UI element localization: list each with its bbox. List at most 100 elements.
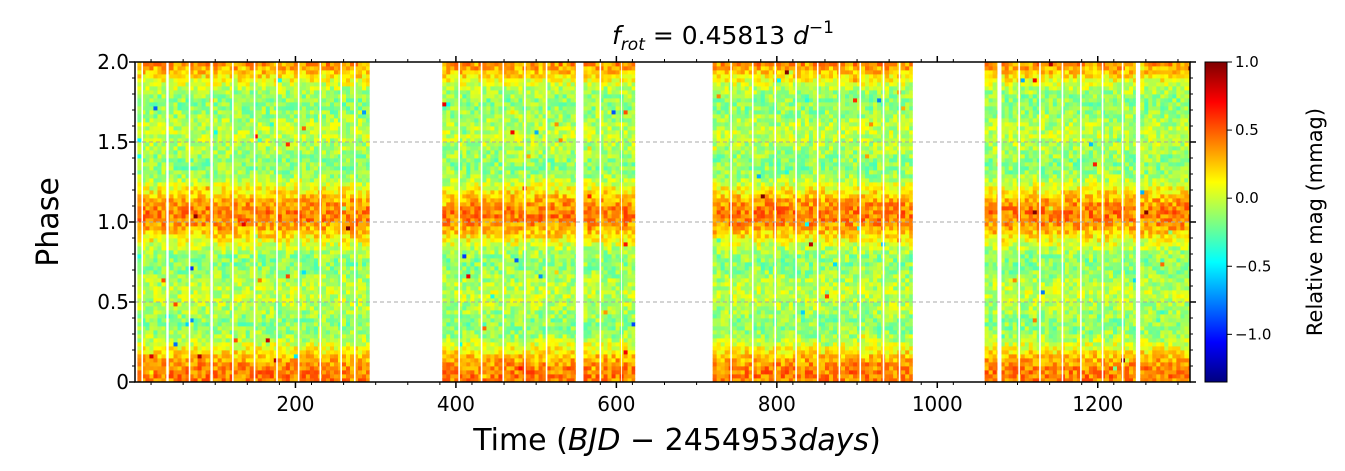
heatmap-cell	[241, 298, 247, 303]
heatmap-cell	[245, 270, 251, 275]
heatmap-cell	[366, 322, 370, 327]
heatmap-cell	[261, 218, 267, 223]
heatmap-cell	[450, 206, 455, 211]
heatmap-cell	[350, 146, 355, 151]
heatmap-cell	[189, 362, 194, 367]
heatmap-cell	[313, 294, 319, 299]
heatmap-cell	[354, 294, 359, 299]
heatmap-cell	[285, 246, 291, 251]
heatmap-cell	[229, 158, 235, 163]
heatmap-cell	[253, 86, 259, 91]
heatmap-cell	[285, 102, 291, 107]
heatmap-cell	[213, 354, 219, 359]
heatmap-cell	[346, 142, 351, 147]
heatmap-cell	[225, 66, 231, 71]
heatmap-cell	[245, 146, 251, 151]
heatmap-cell	[233, 310, 239, 315]
heatmap-cell	[193, 326, 198, 331]
heatmap-cell	[337, 370, 343, 375]
heatmap-cell	[309, 262, 315, 267]
heatmap-cell	[225, 238, 231, 243]
heatmap-cell	[181, 314, 186, 319]
heatmap-cell	[189, 218, 194, 223]
heatmap-cell	[265, 298, 271, 303]
heatmap-cell	[354, 150, 359, 155]
heatmap-cell	[333, 338, 339, 343]
heatmap-cell	[350, 210, 355, 215]
heatmap-cell	[281, 138, 287, 143]
heatmap-cell	[321, 258, 327, 263]
heatmap-cell	[362, 82, 367, 87]
heatmap-cell	[289, 182, 295, 187]
heatmap-cell	[193, 162, 198, 167]
heatmap-cell	[141, 322, 146, 327]
heatmap-cell	[325, 378, 331, 382]
heatmap-cell	[201, 266, 207, 271]
heatmap-cell	[309, 86, 315, 91]
heatmap-cell	[217, 378, 223, 382]
heatmap-cell	[261, 254, 267, 259]
heatmap-cell	[362, 118, 367, 123]
heatmap-cell	[329, 350, 335, 355]
heatmap-cell	[281, 66, 287, 71]
heatmap-cell	[141, 298, 146, 303]
heatmap-cell	[313, 330, 319, 335]
heatmap-cell	[145, 102, 150, 107]
heatmap-cell	[189, 266, 194, 271]
heatmap-cell	[325, 258, 331, 263]
heatmap-cell	[241, 62, 247, 67]
heatmap-cell	[450, 102, 455, 107]
heatmap-cell	[253, 174, 259, 179]
heatmap-cell	[193, 74, 198, 79]
heatmap-cell	[297, 338, 303, 343]
heatmap-cell	[153, 202, 158, 207]
heatmap-cell	[189, 282, 194, 287]
heatmap-cell	[193, 174, 198, 179]
heatmap-cell	[145, 362, 150, 367]
heatmap-cell	[337, 182, 343, 187]
heatmap-cell	[362, 298, 367, 303]
heatmap-cell	[333, 194, 339, 199]
heatmap-cell	[169, 194, 174, 199]
heatmap-cell	[337, 230, 343, 235]
heatmap-cell	[181, 190, 186, 195]
heatmap-cell	[193, 342, 198, 347]
heatmap-cell	[173, 86, 178, 91]
heatmap-cell	[346, 134, 351, 139]
heatmap-cell	[458, 266, 463, 271]
heatmap-cell	[245, 202, 251, 207]
heatmap-cell	[213, 314, 219, 319]
heatmap-cell	[354, 94, 359, 99]
heatmap-cell	[217, 278, 223, 283]
heatmap-cell	[269, 354, 275, 359]
heatmap-cell	[350, 106, 355, 111]
heatmap-cell	[237, 314, 243, 319]
heatmap-cell	[153, 318, 158, 323]
heatmap-cell	[301, 294, 307, 299]
heatmap-cell	[354, 142, 359, 147]
heatmap-cell	[285, 206, 291, 211]
heatmap-cell	[245, 170, 251, 175]
heatmap-cell	[233, 278, 239, 283]
heatmap-cell	[289, 150, 295, 155]
heatmap-cell	[297, 306, 303, 311]
heatmap-cell	[213, 358, 219, 363]
heatmap-cell	[281, 318, 287, 323]
heatmap-cell	[225, 170, 231, 175]
heatmap-cell	[281, 206, 287, 211]
heatmap-cell	[329, 342, 335, 347]
heatmap-cell	[197, 226, 202, 231]
heatmap-cell	[313, 78, 319, 83]
heatmap-cell	[261, 318, 267, 323]
heatmap-cell	[301, 362, 307, 367]
heatmap-cell	[205, 138, 211, 143]
heatmap-cell	[217, 174, 223, 179]
heatmap-cell	[173, 254, 178, 259]
heatmap-cell	[233, 154, 239, 159]
heatmap-cell	[253, 162, 259, 167]
heatmap-cell	[346, 78, 351, 83]
heatmap-cell	[333, 158, 339, 163]
heatmap-cell	[241, 118, 247, 123]
heatmap-cell	[285, 266, 291, 271]
heatmap-cell	[358, 154, 363, 159]
